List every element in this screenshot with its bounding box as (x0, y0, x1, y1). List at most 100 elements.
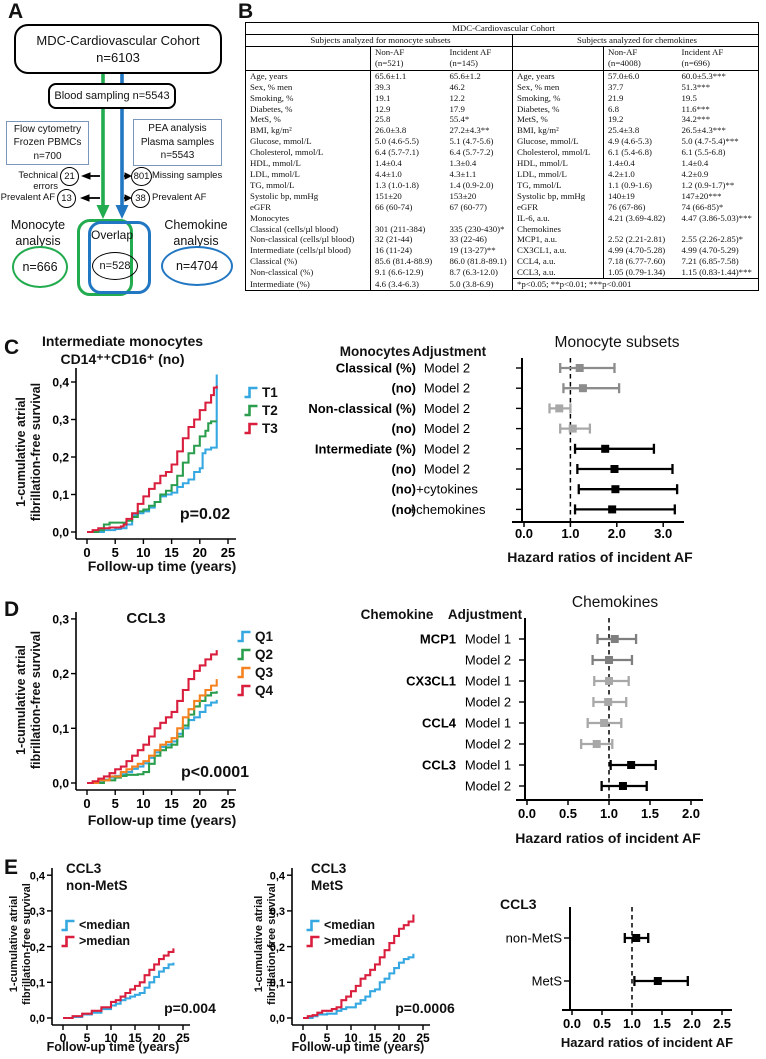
forest-row: Model 2 (465, 779, 648, 794)
technical-errors-count: 21 (60, 167, 79, 186)
legend-label: T1 (262, 384, 278, 400)
y-tick-label: 0,1 (52, 722, 69, 736)
x-tick-label: 10 (136, 545, 150, 560)
legend-label: T3 (262, 420, 278, 436)
table-cell: 1.4 (0.9-2.0) (449, 179, 494, 190)
km-curve->median (63, 948, 175, 1020)
table-cell: 153±20 (449, 190, 477, 201)
forest-row: CX3CL1 Model 1 (406, 674, 630, 689)
table-cell: 8.7 (6.3-12.0) (449, 267, 498, 278)
table-cell: 140±19 (603, 190, 678, 202)
table-row-label: Sex, % men (512, 81, 604, 93)
table-row-label: CCL3, a.u. (512, 267, 604, 279)
table-row-label: IL-6, a.u. (512, 212, 604, 224)
row-adjustment-label: Model 2 (465, 737, 511, 752)
row-adjustment-label: Model 2 (424, 441, 470, 456)
table-col-header: Incident AF (n=696) (677, 46, 759, 71)
y-tick-label: 0,3 (52, 413, 69, 427)
prevalent-af-left-count: 13 (57, 189, 76, 208)
legend-label: >median (324, 934, 376, 948)
row-label: non-MetS (506, 931, 563, 946)
table-cell: 5.0 (4.7-5.4)*** (681, 136, 739, 147)
row-adjustment-label: Model 1 (465, 632, 511, 647)
forest-x-tick-label: 1.5 (641, 806, 659, 821)
legend-step-icon (244, 404, 258, 417)
table-row-label: Non-classical (%) (250, 267, 314, 278)
table-row-label: Monocytes (250, 212, 290, 223)
panel-label-e: E (4, 856, 19, 879)
table-row-label: Cholesterol, mmol/L (512, 147, 604, 159)
row-adjustment-label: Model 2 (424, 381, 470, 396)
x-tick-label: 20 (152, 1031, 166, 1045)
forest-x-tick-label: 1.0 (600, 806, 618, 821)
x-tick-label: 0 (300, 1031, 307, 1045)
km-e2-legend: <median >median (305, 917, 375, 949)
x-tick-label: 5 (112, 545, 119, 560)
forest-plot-ccl3-mets: 0.0 0.5 1.0 1.5 2.0 2.5 non-MetS MetS (506, 907, 732, 1031)
table-col-header: Incident AF (n=145) (445, 46, 513, 71)
y-tick-label: 0,2 (52, 451, 69, 465)
hr-point (604, 698, 613, 706)
x-tick-label: 5 (324, 1031, 331, 1045)
table-col-header (245, 46, 371, 71)
pea-analysis-box: PEA analysis Plasma samples n=5543 (133, 119, 222, 166)
forest-row: Model 2 (465, 695, 628, 710)
row-adjustment-label: Model 2 (424, 361, 470, 376)
legend-step-icon (244, 422, 258, 435)
forest-x-tick-label: 1.0 (561, 526, 579, 541)
prevalent-af-left-label: Prevalent AF (0, 192, 55, 203)
table-row-label: MetS, % (512, 114, 604, 126)
row-adjustment-label: Model 2 (424, 401, 470, 416)
x-tick-label: 10 (344, 1031, 358, 1045)
legend-step-glyph (306, 919, 320, 932)
table-cell: 1.05 (0.79-1.34) (603, 267, 678, 279)
row-group-label: Intermediate (%) (315, 441, 416, 456)
table-cell: 67 (60-77) (449, 201, 487, 212)
table-row-label: Cholesterol, mmol/L (250, 147, 324, 158)
forest-c-xlabel: Hazard ratios of incident AF (507, 549, 693, 565)
table-cell: 1.15 (0.83-1.44)*** (681, 267, 752, 278)
legend-label: >median (79, 934, 131, 948)
legend-step-glyph (237, 684, 251, 697)
table-cell: 66 (60-74) (370, 201, 446, 213)
legend-label: <median (324, 918, 376, 932)
table-cell: 2.52 (2.21-2.81) (603, 234, 678, 246)
table-row-label: TG, mmol/L (250, 179, 295, 190)
forest-plot-chemokines: 0.0 0.5 1.0 1.5 2.0 MCP1 Model 1 Model 2 CX3CL1 M… (406, 618, 703, 821)
prevalent-af-right-label: Prevalent AF (152, 192, 207, 203)
x-tick-label: 20 (193, 545, 207, 560)
table-cell: 4.4±1.0 (370, 168, 446, 180)
table-cell: 32 (21-44) (370, 234, 446, 246)
arrowhead-right-1 (124, 172, 132, 180)
table-cell: 33 (22-46) (449, 234, 487, 245)
km-curve-T3 (87, 385, 218, 534)
blood-sampling-box: Blood sampling n=5543 (48, 83, 176, 109)
forest-d-col1-header: Chemokine (360, 607, 434, 622)
overlap-rect-blue (88, 221, 151, 294)
forest-e-title: CCL3 (500, 896, 537, 912)
table-row-label: BMI, kg/m² (250, 125, 292, 136)
hr-point (555, 404, 564, 413)
table-cell: 4.47 (3.86-5.03)*** (681, 212, 752, 223)
table-cell: 12.2 (449, 92, 465, 103)
table-cell: 19.5 (681, 92, 697, 103)
table-cell: 1.1 (0.9-1.6) (603, 179, 678, 191)
cohort-table: MDC-Cardiovascular Cohort Subjects analyz… (245, 22, 760, 291)
hr-point (611, 485, 620, 494)
missing-samples-label: Missing samples (152, 170, 223, 181)
legend-step-glyph (237, 648, 251, 661)
km-c-legend: T1 T2 T3 (243, 383, 278, 437)
table-row-label: Sex, % men (250, 81, 293, 92)
table-row-label: HDL, mmol/L (512, 158, 604, 169)
legend-label: Q1 (255, 628, 274, 644)
table-cell: 4.9 (4.6-5.3) (603, 136, 678, 148)
arrowhead-left-1 (81, 172, 91, 180)
km-e2-title-line1: CCL3 (311, 861, 347, 876)
legend-entry-T2: T2 (243, 401, 278, 419)
legend-step-glyph (244, 422, 258, 435)
legend-entry-<median: <median (60, 917, 130, 933)
table-row-label: Systolic bp, mmHg (512, 190, 604, 202)
x-tick-label: 10 (136, 796, 150, 811)
legend-label: Q3 (255, 664, 274, 680)
row-label: MetS (532, 974, 563, 989)
